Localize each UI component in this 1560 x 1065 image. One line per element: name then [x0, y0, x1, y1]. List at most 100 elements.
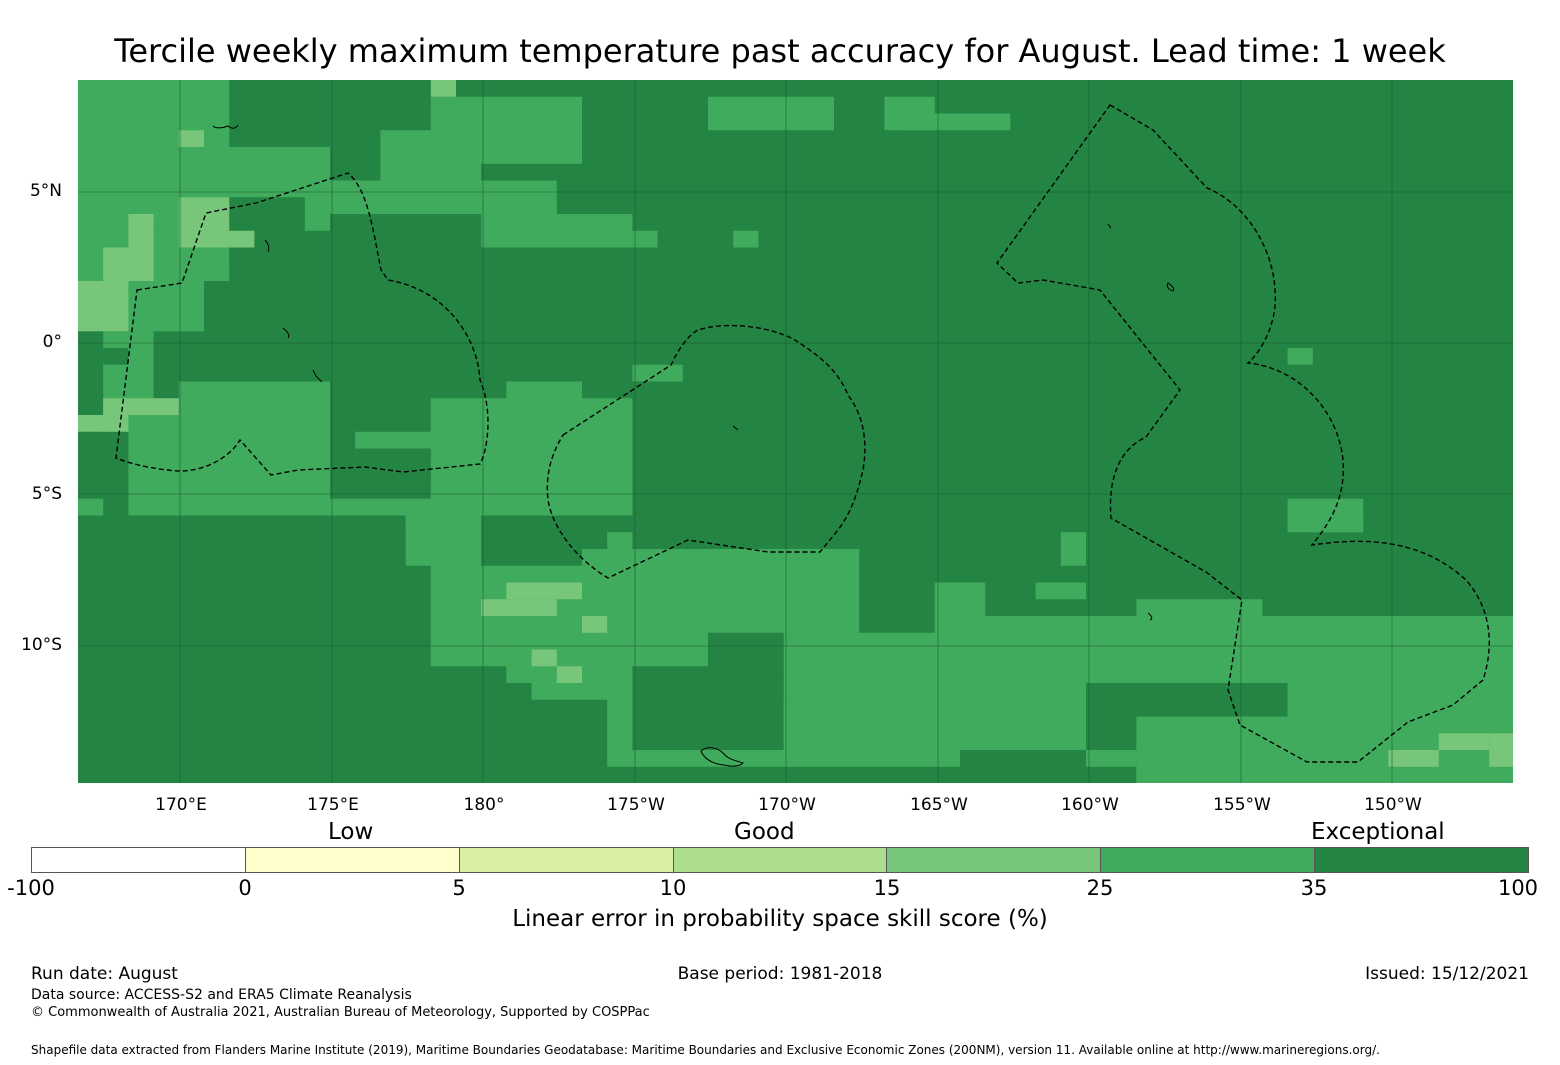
skill-cell [178, 130, 204, 147]
atoll-coastline [732, 425, 739, 431]
skill-cell [531, 649, 557, 667]
skill-cell [1489, 733, 1513, 767]
skill-cell [1489, 632, 1513, 683]
colorbar-tick: 100 [1497, 876, 1539, 900]
skill-cell [204, 281, 305, 348]
skill-cell [355, 448, 431, 482]
skill-cell [128, 214, 154, 248]
skill-cell [78, 415, 129, 432]
lat-label: 0° [42, 332, 62, 352]
colorbar-tick: -100 [7, 876, 55, 900]
eez-tokelau [546, 324, 866, 579]
eez-kiribati-gilbert [115, 172, 489, 476]
colorbar [31, 847, 1529, 873]
lat-label: 5°N [29, 181, 62, 201]
lon-label: 180° [463, 795, 505, 815]
skill-cell [506, 699, 608, 783]
atoll-coastline [264, 239, 270, 253]
colorbar-segment [1101, 848, 1316, 872]
skill-cell [128, 415, 179, 516]
colorbar-tick: 10 [659, 876, 687, 900]
category-low: Low [328, 819, 374, 845]
skill-cell [78, 683, 532, 783]
colorbar-label: Linear error in probability space skill … [512, 906, 1048, 932]
colorbar-tick: 25 [1086, 876, 1114, 900]
skill-cell [1035, 632, 1212, 667]
skill-cell [1312, 515, 1364, 533]
skill-cell [1338, 498, 1364, 516]
lon-label: 155°W [1213, 795, 1271, 815]
skill-cell [582, 616, 608, 633]
eez-kiribati-line [996, 104, 1490, 763]
colorbar-segment [459, 848, 674, 872]
skill-cell [178, 381, 330, 516]
skill-cell [1287, 348, 1313, 365]
skill-cells [78, 80, 1513, 783]
atoll-coastline [282, 327, 290, 339]
lon-label: 175°E [307, 795, 359, 815]
skill-cell [1287, 498, 1338, 516]
colorbar-segment [1315, 848, 1529, 872]
skill-cell [405, 515, 482, 566]
category-exceptional: Exceptional [1311, 819, 1445, 845]
graticule [78, 80, 1513, 783]
skill-cell [78, 281, 129, 332]
skill-cell [103, 398, 179, 415]
atoll-coastline [1107, 223, 1112, 229]
samoa-coastline [700, 747, 744, 767]
atoll-coastline [1147, 612, 1153, 621]
skill-cell [556, 666, 582, 683]
lat-label: 10°S [21, 635, 62, 655]
colorbar-segment [673, 848, 888, 872]
colorbar-segment [887, 848, 1102, 872]
shapefile-credit: Shapefile data extracted from Flanders M… [31, 1043, 1380, 1057]
eez-boundaries [115, 104, 1490, 763]
skill-cell [103, 348, 129, 365]
run-date: Run date: August [31, 964, 178, 984]
skill-cell [330, 532, 356, 549]
coastlines [212, 124, 1175, 767]
lat-label: 5°S [31, 484, 62, 504]
skill-cell [708, 96, 834, 131]
skill-cell [1287, 683, 1389, 734]
skill-cell [909, 113, 1011, 131]
skill-cell [985, 716, 1036, 734]
skill-cell [1035, 582, 1086, 600]
skill-cell [632, 230, 658, 248]
skill-cell [1060, 532, 1086, 566]
colorbar-segment [32, 848, 246, 872]
category-good: Good [734, 819, 795, 845]
skill-score-map [78, 80, 1513, 783]
skill-cell [733, 230, 759, 248]
lon-label: 170°E [155, 795, 207, 815]
atoll-coastline [1166, 282, 1175, 292]
skill-cell [430, 80, 456, 97]
skill-cell [1086, 750, 1137, 767]
atoll-coastline [312, 369, 323, 383]
skill-cell [1136, 599, 1263, 633]
atoll-coastline [212, 124, 239, 129]
skill-cell [304, 264, 406, 332]
colorbar-tick: 5 [452, 876, 466, 900]
issued-date: Issued: 15/12/2021 [1365, 964, 1529, 984]
lon-label: 165°W [910, 795, 968, 815]
skill-cell [78, 80, 230, 147]
colorbar-segment [245, 848, 460, 872]
skill-cell [506, 582, 582, 600]
chart-title: Tercile weekly maximum temperature past … [114, 32, 1446, 70]
lon-label: 170°W [758, 795, 816, 815]
skill-cell [103, 247, 154, 281]
skill-cell [556, 532, 608, 549]
copyright: © Commonwealth of Australia 2021, Austra… [31, 1005, 650, 1020]
skill-cell [430, 96, 582, 164]
skill-cell [481, 599, 557, 616]
skill-cell [708, 632, 784, 683]
colorbar-tick: 15 [873, 876, 901, 900]
data-source: Data source: ACCESS-S2 and ERA5 Climate … [31, 987, 412, 1003]
map-svg [78, 80, 1513, 783]
skill-cell [481, 214, 633, 248]
skill-cell [78, 515, 406, 683]
colorbar-tick: 35 [1300, 876, 1328, 900]
skill-cell [1438, 733, 1490, 750]
colorbar-tick: 0 [238, 876, 252, 900]
